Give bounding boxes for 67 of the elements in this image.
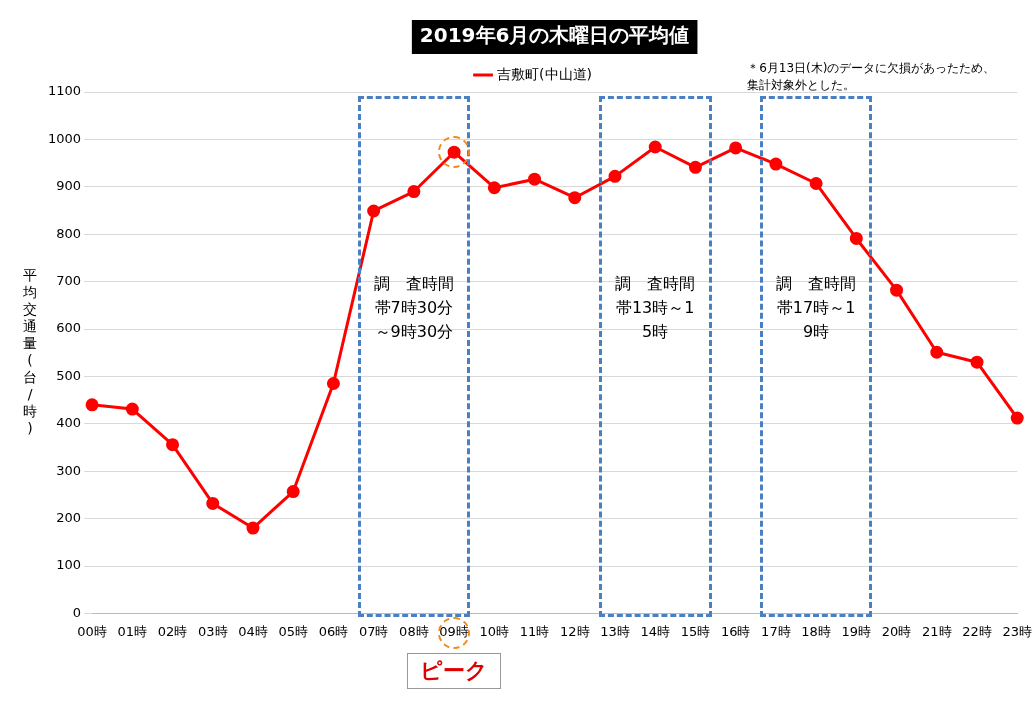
point — [206, 496, 220, 510]
x-tick-label: 11時 — [519, 623, 550, 639]
x-tick-label: 10時 — [479, 623, 510, 639]
x-tick-label: 17時 — [761, 623, 791, 639]
point — [890, 283, 904, 297]
x-tick-label: 22時 — [962, 623, 992, 639]
y-tick-label: 900 — [56, 178, 82, 194]
x-tick-label: 20時 — [881, 623, 912, 639]
x-tick-label: 19時 — [841, 623, 872, 639]
point — [407, 185, 421, 199]
x-tick-label: 04時 — [238, 623, 268, 639]
x-tick-label: 23時 — [1002, 623, 1032, 639]
x-tick-label: 08時 — [399, 623, 429, 639]
text: ピーク — [407, 653, 502, 690]
x-tick-label: 00時 — [77, 623, 107, 639]
y-tick-label: 600 — [56, 320, 82, 336]
point — [125, 402, 139, 416]
point — [930, 345, 944, 359]
y-tick-label: 300 — [56, 462, 82, 478]
x-tick-label: 14時 — [640, 623, 670, 639]
point — [688, 160, 702, 174]
y-tick-label: 100 — [56, 557, 82, 573]
y-tick-label: 800 — [56, 225, 82, 241]
x-tick-label: 13時 — [600, 623, 630, 639]
y-tick-label: 700 — [56, 272, 82, 288]
point — [608, 169, 622, 183]
x-tick-label: 12時 — [559, 623, 590, 639]
text: ＊6月13日(木)のデータに欠損があったため、集計対象外とした。 — [747, 60, 997, 94]
point — [367, 204, 381, 218]
x-tick-label: 03時 — [197, 623, 228, 639]
x-tick-label: 15時 — [680, 623, 711, 639]
point — [85, 398, 99, 412]
point — [166, 438, 180, 452]
x-tick-label: 09時 — [439, 623, 469, 639]
point — [729, 141, 743, 155]
annotation: 調 査時間帯7時30分～9時30分 — [372, 273, 455, 344]
annotation: 調 査時間帯13時～15時 — [614, 273, 697, 344]
point — [809, 176, 823, 190]
y-tick-label: 200 — [56, 509, 82, 525]
point — [769, 157, 783, 171]
y-tick-label: 500 — [56, 367, 82, 383]
point — [326, 377, 340, 391]
point — [286, 485, 300, 499]
y-tick-label: 0 — [72, 604, 82, 620]
point — [528, 172, 542, 186]
y-tick-label: 1000 — [47, 130, 82, 146]
x-tick-label: 01時 — [117, 623, 148, 639]
annotation: 調 査時間帯17時～19時 — [775, 273, 858, 344]
x-tick-label: 06時 — [318, 623, 349, 639]
chart-title: 2019年6月の木曜日の平均値 — [419, 23, 690, 48]
text: 平均交通量(台/時) — [23, 266, 37, 436]
y-tick-label: 400 — [56, 415, 82, 431]
x-tick-label: 07時 — [358, 623, 389, 639]
point — [246, 521, 260, 535]
legend-label: 吉敷町(中山道) — [497, 65, 592, 82]
point — [648, 140, 662, 154]
x-tick-label: 18時 — [801, 623, 831, 639]
x-tick-label: 21時 — [922, 623, 952, 639]
point — [849, 231, 863, 245]
x-tick-label: 02時 — [157, 623, 188, 639]
point — [487, 181, 501, 195]
x-tick-label: 16時 — [720, 623, 751, 639]
x-tick-label: 05時 — [278, 623, 308, 639]
point — [970, 355, 984, 369]
point — [568, 191, 582, 205]
point — [1010, 411, 1024, 425]
y-tick-label: 1100 — [47, 83, 82, 99]
